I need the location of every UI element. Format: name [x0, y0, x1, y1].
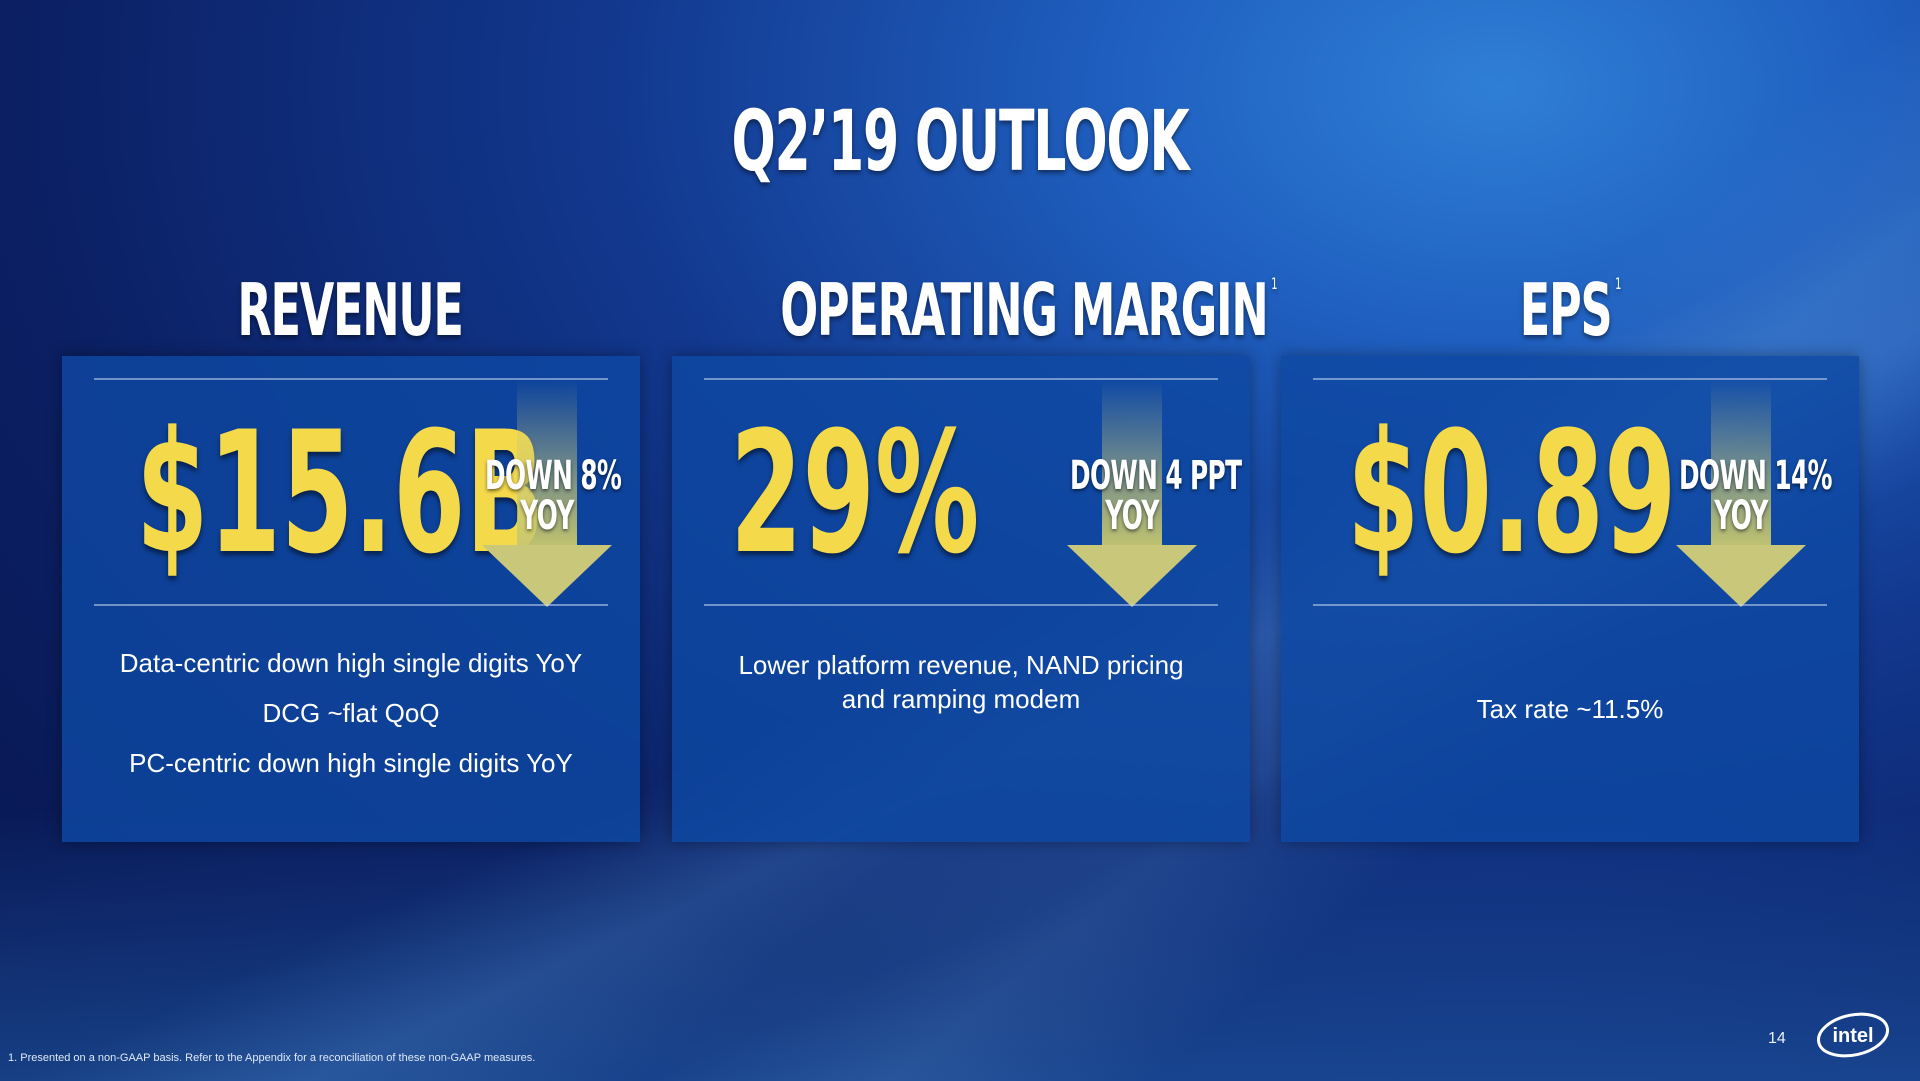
- note-line: and ramping modem: [841, 684, 1081, 714]
- operating-margin-change: DOWN 4 PPT YOY: [1070, 453, 1242, 539]
- slide-title: Q2’19 OUTLOOK: [731, 92, 1189, 190]
- eps-value: $0.89: [1347, 395, 1677, 591]
- panel-divider-bottom: [1313, 604, 1827, 606]
- revenue-change-period: YOY: [520, 493, 574, 539]
- note-line: Tax rate ~11.5%: [1476, 694, 1664, 724]
- panel-divider-bottom: [94, 604, 608, 606]
- eps-footnote-mark: 1: [1615, 274, 1621, 293]
- down-arrow-icon: [482, 380, 612, 610]
- eps-change-amount: DOWN 14%: [1679, 453, 1832, 499]
- panel-divider-bottom: [704, 604, 1218, 606]
- eps-change: DOWN 14% YOY: [1679, 453, 1832, 539]
- intel-logo-text: intel: [1832, 1025, 1873, 1047]
- revenue-notes: Data-centric down high single digits YoY…: [78, 638, 624, 788]
- revenue-heading-text: REVENUE: [237, 268, 464, 352]
- operating-margin-value: 29%: [730, 395, 980, 591]
- eps-change-period: YOY: [1714, 493, 1768, 539]
- revenue-value: $15.6B: [136, 395, 545, 591]
- operating-margin-change-amount: DOWN 4 PPT: [1070, 453, 1242, 499]
- eps-heading: EPS 1: [1390, 268, 1750, 352]
- panel-divider-top: [1313, 378, 1827, 380]
- operating-margin-heading: OPERATING MARGIN 1: [780, 268, 1277, 352]
- operating-margin-change-period: YOY: [1105, 493, 1159, 539]
- operating-margin-heading-text: OPERATING MARGIN: [780, 268, 1269, 352]
- down-arrow-icon: [1067, 380, 1197, 610]
- revenue-change-amount: DOWN 8%: [485, 453, 622, 499]
- eps-heading-text: EPS: [1519, 268, 1613, 352]
- panel-divider-top: [94, 378, 608, 380]
- revenue-change: DOWN 8% YOY: [485, 453, 622, 539]
- footnote: 1. Presented on a non-GAAP basis. Refer …: [8, 1052, 536, 1064]
- operating-margin-panel: 29% DOWN 4 PPT YOY Lower platform revenu…: [672, 356, 1250, 842]
- panel-divider-top: [704, 378, 1218, 380]
- note-line: DCG ~flat QoQ: [262, 698, 440, 728]
- note-line: Lower platform revenue, NAND pricing: [738, 650, 1184, 680]
- revenue-heading: REVENUE: [170, 268, 530, 352]
- down-arrow-icon: [1676, 380, 1806, 610]
- note-line: Data-centric down high single digits YoY: [119, 648, 583, 678]
- intel-logo: intel: [1817, 1012, 1889, 1058]
- revenue-panel: $15.6B DOWN 8% YOY Data-centric down hig…: [62, 356, 640, 842]
- eps-panel: $0.89 DOWN 14% YOY Tax rate ~11.5%: [1281, 356, 1859, 842]
- operating-margin-notes: Lower platform revenue, NAND pricing and…: [688, 648, 1234, 716]
- note-line: PC-centric down high single digits YoY: [129, 748, 573, 778]
- eps-notes: Tax rate ~11.5%: [1297, 684, 1843, 734]
- operating-margin-footnote-mark: 1: [1271, 274, 1277, 293]
- page-number: 14: [1768, 1030, 1786, 1047]
